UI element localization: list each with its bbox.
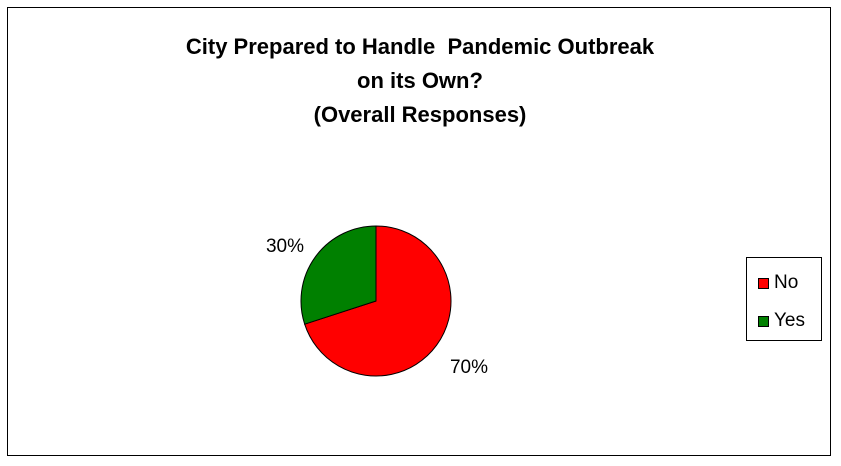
legend-label-yes: Yes xyxy=(774,310,805,331)
chart-title-line-2: on its Own? xyxy=(357,68,483,93)
chart-legend: No Yes xyxy=(746,257,822,341)
chart-title: City Prepared to Handle Pandemic Outbrea… xyxy=(8,30,832,132)
chart-title-line-1: City Prepared to Handle Pandemic Outbrea… xyxy=(185,34,655,59)
data-label-yes: 30% xyxy=(266,236,304,257)
pie-slice-yes xyxy=(300,225,377,325)
legend-swatch-yes xyxy=(758,315,769,327)
legend-item-no: No xyxy=(758,272,798,294)
data-label-no: 70% xyxy=(450,357,488,378)
chart-title-line-3: (Overall Responses) xyxy=(313,102,527,127)
legend-label-no: No xyxy=(774,272,799,293)
legend-swatch-no xyxy=(758,277,769,289)
legend-item-yes: Yes xyxy=(758,310,805,332)
pie-slice-no xyxy=(304,225,452,377)
chart-area: City Prepared to Handle Pandemic Outbrea… xyxy=(7,7,831,456)
